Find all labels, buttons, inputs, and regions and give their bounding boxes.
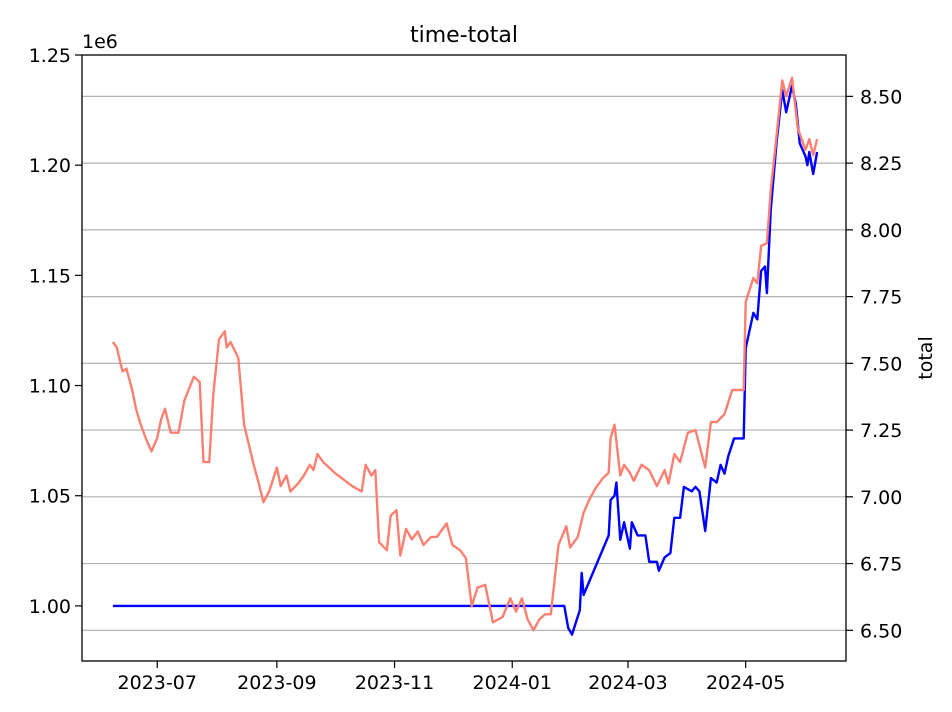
right-tick-label: 7.25 [860, 420, 902, 442]
left-tick-label: 1.20 [29, 155, 71, 177]
left-tick-label: 1.15 [29, 265, 71, 287]
data-series [111, 76, 819, 636]
left-axis-offset-label: 1e6 [82, 31, 118, 53]
left-tick-label: 1.05 [29, 486, 71, 508]
right-tick-label: 8.25 [860, 153, 902, 175]
left-tick-label: 1.00 [29, 596, 71, 618]
x-tick-label: 2024-05 [706, 672, 785, 694]
right-y-axis: 6.50 6.75 7.00 7.25 7.50 7.75 8.00 8.25 8.50 [846, 86, 902, 642]
right-tick-label: 6.75 [860, 554, 902, 576]
x-tick-label: 2024-03 [588, 672, 667, 694]
left-y-axis: 1.00 1.05 1.10 1.15 1.20 1.25 [29, 45, 82, 618]
series-line-2 [111, 76, 819, 632]
plot-frame [81, 54, 847, 662]
left-tick-label: 1.25 [29, 45, 71, 67]
right-tick-label: 8.00 [860, 220, 902, 242]
right-tick-label: 7.50 [860, 353, 902, 375]
x-tick-label: 2023-07 [118, 672, 197, 694]
right-tick-label: 7.75 [860, 287, 902, 309]
gridlines [82, 95, 846, 631]
left-tick-label: 1.10 [29, 376, 71, 398]
x-axis: 2023-07 2023-09 2023-11 2024-01 2024-03 2024-… [118, 661, 785, 694]
chart-title: time-total [410, 23, 518, 48]
right-tick-label: 6.50 [860, 620, 902, 642]
x-tick-label: 2024-01 [473, 672, 552, 694]
right-tick-label: 8.50 [860, 86, 902, 108]
right-tick-label: 7.00 [860, 487, 902, 509]
x-tick-label: 2023-09 [237, 672, 316, 694]
right-axis-title: total [915, 336, 937, 379]
x-tick-label: 2023-11 [355, 672, 434, 694]
